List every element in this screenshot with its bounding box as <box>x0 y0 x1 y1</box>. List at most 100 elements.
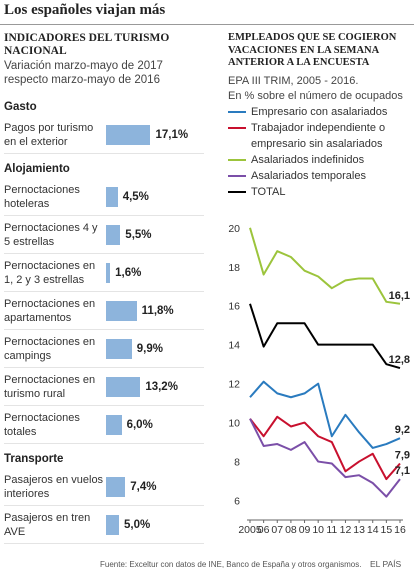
series-line <box>249 415 401 481</box>
x-tick-label: 2005 <box>238 524 262 536</box>
category-label: Pasajeros en vuelos interiores <box>4 473 104 500</box>
x-tick-label: 07 <box>271 524 283 536</box>
y-tick-label: 10 <box>228 418 240 430</box>
legend-label: Empresario con asalariados <box>251 106 388 118</box>
y-tick-label: 12 <box>228 379 240 391</box>
bar <box>106 224 121 245</box>
series-line <box>249 380 401 449</box>
value-label: 1,6% <box>115 266 142 279</box>
legend-label: Asalariados indefinidos <box>251 154 365 166</box>
y-tick-label: 6 <box>234 496 240 508</box>
source: Fuente: Exceltur con datos de INE, Banco… <box>100 560 362 569</box>
bar <box>106 476 126 497</box>
bar <box>106 186 118 207</box>
bar-row: Pernoctaciones hoteleras 4,5% <box>4 178 204 216</box>
legend-swatch <box>228 127 246 129</box>
end-label: 9,2 <box>395 424 410 436</box>
legend-swatch <box>228 175 246 177</box>
y-tick-label: 8 <box>234 457 240 469</box>
legend-label: Trabajador independiente o empresario si… <box>251 122 386 150</box>
bar <box>106 414 122 435</box>
value-label: 11,8% <box>141 304 174 317</box>
bar <box>106 376 141 397</box>
page-title: Los españoles viajan más <box>4 2 166 18</box>
group-header: Gasto <box>4 101 37 113</box>
x-tick-label: 09 <box>299 524 311 536</box>
group-header: Transporte <box>4 453 64 465</box>
x-tick-label: 14 <box>367 524 379 536</box>
category-label: Pernoctaciones en apartamentos <box>4 297 96 324</box>
bar <box>106 262 111 283</box>
legend-entry: Asalariados indefinidos <box>228 152 414 168</box>
y-label: En % sobre el número de ocupados <box>228 90 403 102</box>
bar-row: Pernoctaciones en 1, 2 y 3 estrellas 1,6% <box>4 254 204 292</box>
end-label: 7,1 <box>395 465 410 477</box>
legend-swatch <box>228 159 246 161</box>
brand: EL PAÍS <box>370 559 402 569</box>
group-header: Alojamiento <box>4 163 70 175</box>
bar <box>106 300 137 321</box>
subtitle: EPA III TRIM, 2005 - 2016. <box>228 75 359 87</box>
legend-entry: TOTAL <box>228 184 414 200</box>
legend: Empresario con asalariados Trabajador ind… <box>228 104 414 200</box>
y-tick-label: 14 <box>228 340 240 352</box>
x-tick-label: 06 <box>258 524 270 536</box>
value-label: 4,5% <box>122 190 149 203</box>
x-tick-label: 10 <box>312 524 324 536</box>
value-label: 17,1% <box>155 128 189 141</box>
bar-row: Pernoctaciones en turismo rural 13,2% <box>4 368 204 406</box>
category-label: Pernoctaciones en campings <box>4 335 96 362</box>
y-tick-label: 16 <box>228 301 240 313</box>
bar <box>106 124 151 145</box>
legend-swatch <box>228 191 246 193</box>
category-label: Pernoctaciones 4 y 5 estrellas <box>4 221 98 248</box>
series-line <box>249 303 401 370</box>
bar-chart-title: INDICADORES DEL TURISMO NACIONAL <box>4 32 170 57</box>
x-tick-label: 15 <box>381 524 393 536</box>
x-tick-label: 16 <box>394 524 406 536</box>
series-line <box>249 418 401 498</box>
bar-row: Pasajeros en vuelos interiores 7,4% <box>4 468 204 506</box>
series-line <box>249 227 401 305</box>
y-tick-label: 18 <box>228 262 240 274</box>
category-label: Pagos por turismo en el exterior <box>4 121 94 148</box>
legend-entry: Empresario con asalariados <box>228 104 414 120</box>
legend-swatch <box>228 111 246 113</box>
bar <box>106 338 132 359</box>
title-rule <box>0 24 414 25</box>
bar-row: Pernoctaciones en campings 9,9% <box>4 330 204 368</box>
value-label: 13,2% <box>145 380 178 393</box>
x-tick-label: 11 <box>326 524 337 536</box>
bar-chart-subtitle: Variación marzo-mayo de 2017 respecto ma… <box>4 60 163 86</box>
legend-entry: Trabajador independiente o empresario si… <box>228 120 414 152</box>
x-tick-label: 13 <box>353 524 365 536</box>
legend-label: Asalariados temporales <box>251 170 366 182</box>
value-label: 9,9% <box>136 342 163 355</box>
category-label: Pernoctaciones hoteleras <box>4 183 80 210</box>
x-tick-label: 08 <box>285 524 297 536</box>
value-label: 5,0% <box>124 518 151 531</box>
bar-row: Pagos por turismo en el exterior 17,1% <box>4 116 204 154</box>
bar-row: Pernoctaciones totales 6,0% <box>4 406 204 444</box>
y-tick-label: 20 <box>228 223 240 235</box>
line-chart-title: EMPLEADOS QUE SE COGIERON VACACIONES EN … <box>228 32 397 68</box>
category-label: Pernoctaciones en turismo rural <box>4 373 96 400</box>
end-label: 7,9 <box>395 450 410 462</box>
x-tick-label: 12 <box>340 524 352 536</box>
value-label: 5,5% <box>125 228 152 241</box>
bar <box>106 514 119 535</box>
end-label: 12,8 <box>389 354 410 366</box>
end-label: 16,1 <box>389 290 410 302</box>
bar-row: Pernoctaciones en apartamentos 11,8% <box>4 292 204 330</box>
legend-label: TOTAL <box>251 186 286 198</box>
legend-entry: Asalariados temporales <box>228 168 414 184</box>
bar-row: Pernoctaciones 4 y 5 estrellas 5,5% <box>4 216 204 254</box>
category-label: Pasajeros en tren AVE <box>4 511 91 538</box>
bar-chart: Gasto Pagos por turismo en el exterior 17,… <box>4 92 204 544</box>
category-label: Pernoctaciones totales <box>4 411 80 438</box>
line-chart-subtitle: EPA III TRIM, 2005 - 2016. En % sobre el… <box>228 74 412 104</box>
bar-row: Pasajeros en tren AVE 5,0% <box>4 506 204 544</box>
